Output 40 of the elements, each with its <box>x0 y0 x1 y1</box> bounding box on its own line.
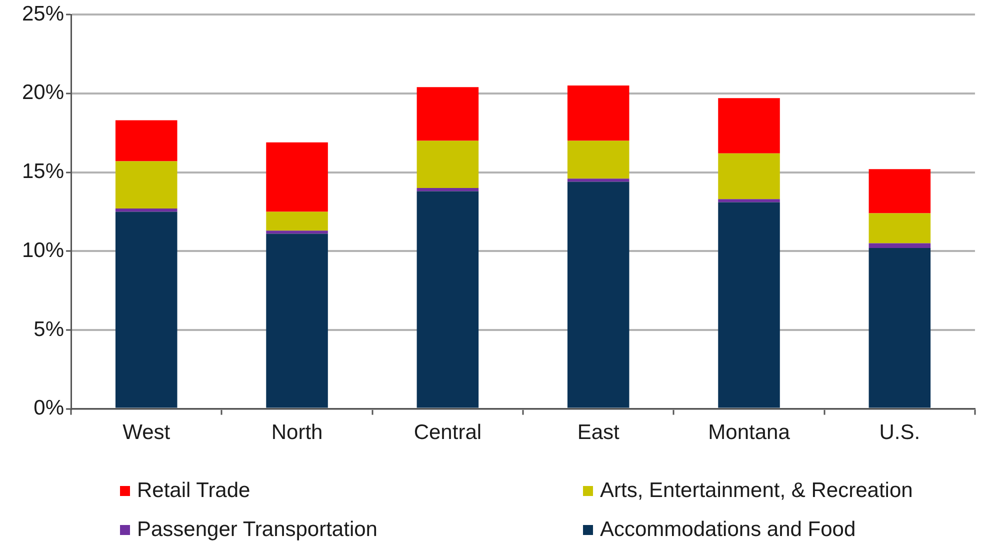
bar <box>868 213 931 244</box>
bar <box>567 182 630 408</box>
y-tick-label: 25% <box>22 2 64 26</box>
bar <box>266 230 328 234</box>
bar <box>868 169 931 214</box>
legend-label: Retail Trade <box>137 479 250 503</box>
bar <box>115 208 178 212</box>
bar <box>266 212 328 231</box>
y-tick-label: 20% <box>22 81 64 104</box>
x-tick-label: Central <box>414 421 482 444</box>
bar <box>416 87 479 141</box>
bar <box>115 161 178 209</box>
bar <box>266 142 328 212</box>
bar <box>115 120 178 162</box>
y-tick-label: 5% <box>34 318 64 341</box>
bar <box>718 153 780 200</box>
bar <box>266 234 328 408</box>
x-tick-label: U.S. <box>879 421 920 444</box>
y-tick-label: 0% <box>34 396 64 420</box>
bar <box>115 212 178 408</box>
bar <box>868 243 931 248</box>
x-tick-label: North <box>271 421 323 444</box>
bar <box>416 191 479 408</box>
legend-label: Arts, Entertainment, & Recreation <box>600 479 913 503</box>
y-tick-label: 10% <box>22 238 64 262</box>
x-tick-label: East <box>577 421 620 444</box>
bar <box>567 178 630 182</box>
x-tick-label: Montana <box>708 421 790 444</box>
y-tick-label: 15% <box>22 160 64 184</box>
x-tick-label: West <box>122 421 170 444</box>
bar <box>416 140 479 188</box>
bar <box>567 86 630 141</box>
bar <box>416 188 479 192</box>
bar <box>718 98 780 154</box>
legend-label: Passenger Transportation <box>137 518 378 542</box>
bar <box>718 199 780 202</box>
legend-label: Accommodations and Food <box>600 518 856 542</box>
bar <box>868 248 931 408</box>
bar <box>718 202 780 408</box>
bar <box>567 140 630 179</box>
